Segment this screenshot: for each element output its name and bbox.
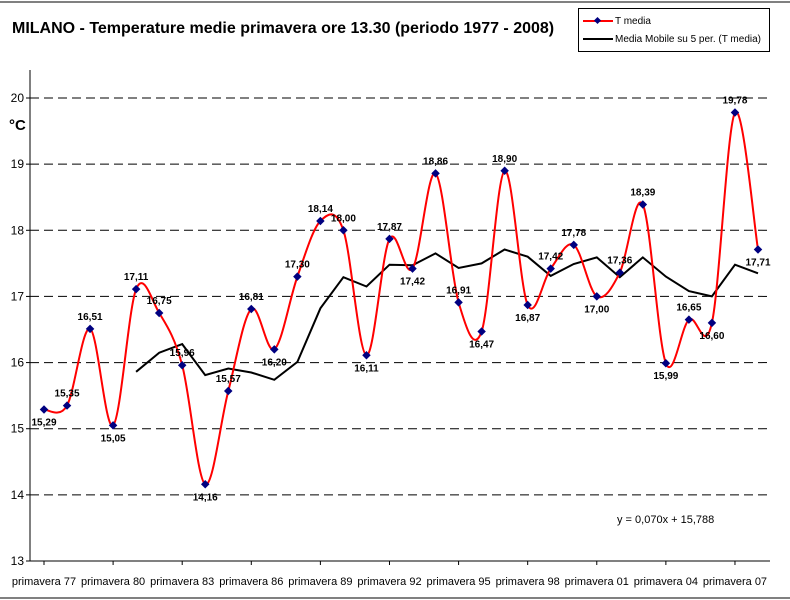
- data-point: [661, 358, 671, 368]
- x-tick-label: primavera 01: [565, 576, 629, 588]
- data-label: 17,42: [538, 252, 563, 263]
- data-point: [477, 327, 486, 336]
- data-point: [293, 272, 302, 281]
- data-label: 16,91: [446, 285, 471, 296]
- data-point: [270, 345, 279, 354]
- data-point: [500, 166, 509, 175]
- data-point: [200, 480, 210, 489]
- data-label: 18,86: [423, 156, 448, 167]
- data-point: [753, 245, 763, 254]
- data-label: 16,60: [699, 331, 724, 342]
- x-tick-label: primavera 83: [150, 576, 214, 588]
- x-tick-label: primavera 95: [426, 576, 490, 588]
- x-tick-label: primavera 89: [288, 576, 352, 588]
- data-label: 15,29: [31, 418, 56, 429]
- y-axis-label: °C: [9, 117, 26, 134]
- series-line-media-mobile: [135, 248, 759, 381]
- legend: T media Media Mobile su 5 per. (T media): [578, 8, 770, 52]
- data-point: [684, 315, 694, 324]
- data-label: 17,42: [400, 277, 425, 288]
- data-label: 16,81: [239, 292, 264, 303]
- data-label: 16,51: [78, 312, 103, 323]
- data-label: 15,57: [216, 374, 241, 385]
- data-label: 17,36: [607, 256, 632, 267]
- data-label: 15,99: [653, 371, 678, 382]
- y-tick-label: 20: [11, 91, 25, 105]
- y-tick-label: 13: [11, 554, 25, 568]
- data-point: [592, 292, 602, 301]
- data-point: [431, 169, 440, 178]
- legend-label-t-media: T media: [615, 15, 651, 27]
- data-point: [62, 401, 72, 410]
- data-point: [154, 308, 164, 318]
- y-tick-label: 19: [11, 157, 25, 171]
- data-label: 15,05: [101, 433, 126, 444]
- legend-swatch-t-media: [583, 13, 613, 29]
- data-label: 17,11: [124, 272, 149, 283]
- x-tick-label: primavera 04: [634, 576, 698, 588]
- x-tick-label: primavera 98: [496, 576, 560, 588]
- data-point: [546, 264, 555, 273]
- data-point: [408, 264, 417, 273]
- data-label: 15,96: [170, 348, 195, 359]
- data-label: 14,16: [193, 492, 218, 503]
- x-tick-label: primavera 86: [219, 576, 283, 588]
- data-label: 16,47: [469, 339, 494, 350]
- data-point: [316, 216, 325, 226]
- data-point: [247, 304, 256, 314]
- legend-item-media-mobile: Media Mobile su 5 per. (T media): [579, 31, 761, 47]
- data-label: 17,78: [561, 228, 586, 239]
- trendline-equation: y = 0,070x + 15,788: [617, 514, 715, 526]
- data-label: 17,87: [377, 222, 402, 233]
- legend-label-media-mobile: Media Mobile su 5 per. (T media): [615, 33, 761, 45]
- y-tick-label: 16: [11, 356, 25, 370]
- x-tick-label: primavera 80: [81, 576, 145, 588]
- data-label: 16,20: [262, 357, 287, 368]
- data-point: [224, 386, 233, 396]
- x-tick-label: primavera 92: [357, 576, 421, 588]
- data-point: [362, 351, 371, 360]
- data-point: [385, 234, 394, 244]
- data-label: 16,65: [676, 303, 701, 314]
- chart-title: MILANO - Temperature medie primavera ore…: [12, 20, 555, 37]
- x-tick-label: primavera 07: [703, 576, 767, 588]
- data-label: 16,75: [147, 296, 172, 307]
- legend-item-t-media: T media: [579, 13, 651, 29]
- x-tick-label: primavera 77: [12, 576, 76, 588]
- legend-swatch-media-mobile: [583, 31, 613, 47]
- data-point: [454, 298, 463, 307]
- data-label: 18,00: [331, 213, 356, 224]
- data-label: 18,90: [492, 154, 517, 165]
- data-point: [707, 318, 717, 328]
- data-point: [131, 284, 141, 294]
- y-tick-label: 15: [11, 422, 25, 436]
- data-label: 17,30: [285, 260, 310, 271]
- data-point: [39, 405, 49, 414]
- data-label: 18,14: [308, 204, 333, 215]
- data-label: 17,00: [584, 304, 609, 315]
- data-point: [85, 324, 95, 334]
- data-label: 15,35: [55, 389, 80, 400]
- y-tick-label: 18: [11, 223, 25, 237]
- data-label: 18,39: [630, 187, 655, 198]
- data-point: [108, 421, 118, 430]
- data-point: [177, 360, 187, 370]
- data-point: [615, 268, 625, 277]
- data-label: 17,71: [745, 257, 770, 268]
- data-label: 16,87: [515, 313, 540, 324]
- data-point: [339, 226, 348, 235]
- data-label: 19,78: [722, 96, 747, 107]
- y-tick-label: 17: [11, 289, 25, 303]
- data-label: 16,11: [354, 363, 379, 374]
- data-point: [523, 300, 532, 310]
- y-tick-label: 14: [11, 488, 25, 502]
